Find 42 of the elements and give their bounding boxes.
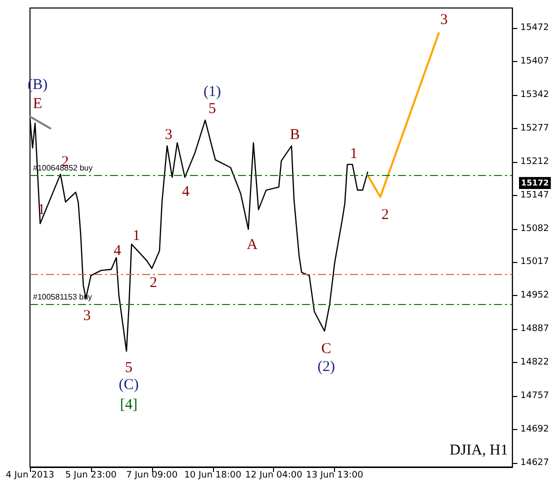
annotation: (2) xyxy=(317,359,335,375)
y-tick-label: 15472 xyxy=(520,23,550,34)
y-tick-label: 15212 xyxy=(520,156,550,167)
y-tick-label: 14627 xyxy=(520,458,550,468)
x-tick-label: 12 Jun 04:00 xyxy=(245,470,303,480)
annotation: 2 xyxy=(150,275,158,291)
annotation: 3 xyxy=(83,308,91,324)
annotation: (C) xyxy=(118,377,139,393)
annotation: E xyxy=(33,96,42,112)
y-tick-label: 14887 xyxy=(520,324,550,334)
y-tick-label: 15342 xyxy=(520,90,550,100)
annotation: 5 xyxy=(208,101,216,117)
text: 15172 xyxy=(521,178,549,188)
y-tick-label: 14692 xyxy=(520,424,550,434)
ref-line-label: #100581153 buy xyxy=(33,292,92,302)
x-tick-label: 5 Jun 23:00 xyxy=(65,470,117,480)
annotation: 4 xyxy=(182,184,190,200)
y-tick-label: 15082 xyxy=(520,224,550,234)
x-tick-label: 4 Jun 2013 xyxy=(6,470,54,480)
y-tick-label: 15147 xyxy=(520,190,550,200)
annotation: 1 xyxy=(132,228,140,244)
annotation: [4] xyxy=(120,397,138,413)
annotation: 1 xyxy=(350,146,358,162)
annotation: 5 xyxy=(124,360,132,376)
y-tick-label: 14757 xyxy=(520,390,550,401)
annotation: 3 xyxy=(164,127,172,143)
x-tick-label: 7 Jun 09:00 xyxy=(126,470,178,480)
y-tick-label: 14952 xyxy=(520,290,550,301)
annotation: 4 xyxy=(114,243,122,259)
y-tick-label: 15017 xyxy=(520,257,550,268)
annotation: (1) xyxy=(204,84,222,100)
annotation: C xyxy=(321,341,332,357)
y-tick-label: 14822 xyxy=(520,358,550,368)
x-tick-label: 13 Jun 13:00 xyxy=(306,470,364,480)
annotation: A xyxy=(246,237,258,253)
y-tick-label: 15277 xyxy=(520,123,550,134)
annotation: 3 xyxy=(440,12,448,28)
annotation: B xyxy=(290,127,300,143)
y-tick-label: 15407 xyxy=(520,56,550,67)
x-tick-label: 10 Jun 18:00 xyxy=(184,470,242,480)
annotation: 2 xyxy=(381,207,389,223)
annotation: DJIA, H1 xyxy=(450,442,508,458)
